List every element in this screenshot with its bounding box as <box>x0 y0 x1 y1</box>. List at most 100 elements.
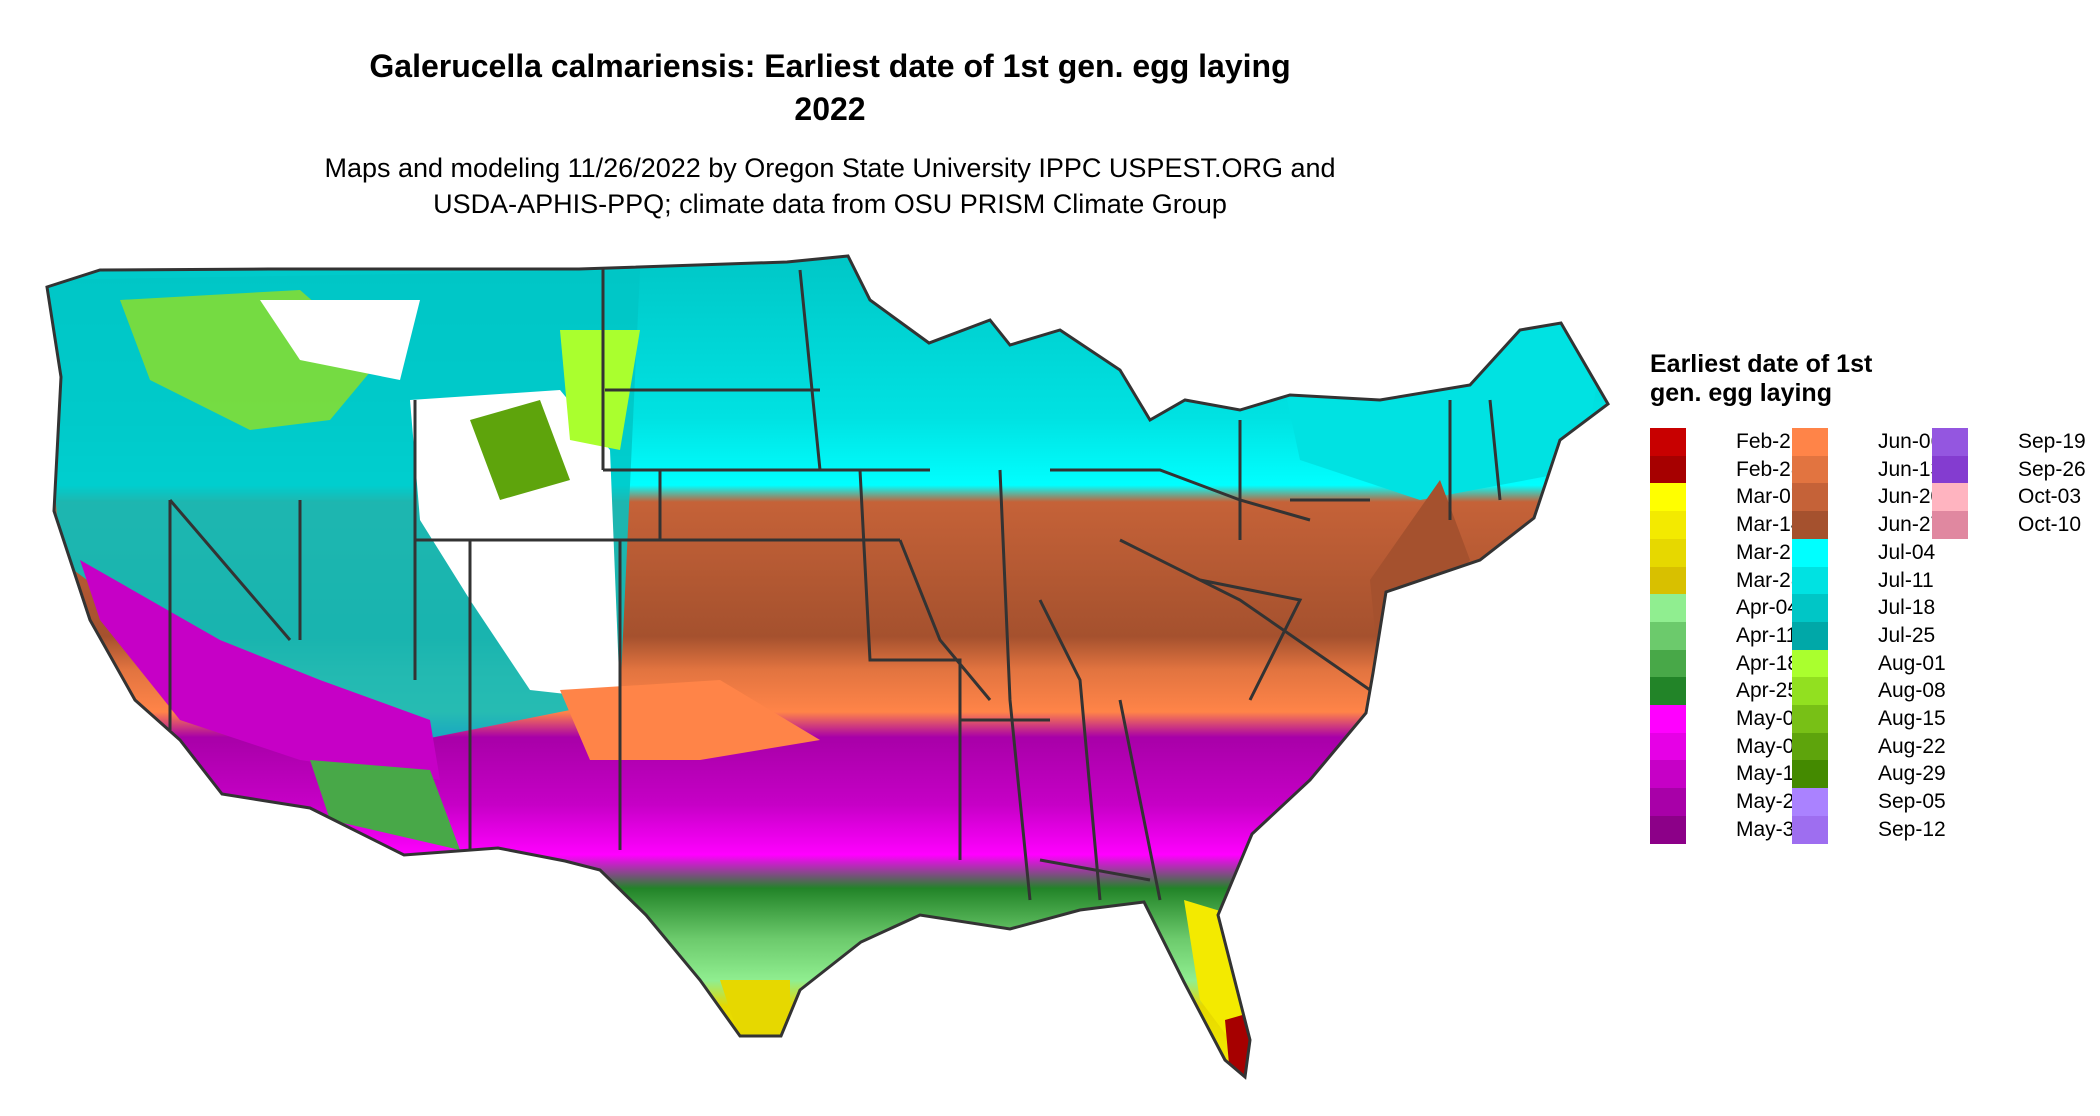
legend-label: Jun-27 <box>1878 513 1943 537</box>
map-subtitle: Maps and modeling 11/26/2022 by Oregon S… <box>0 150 1660 222</box>
legend-item: Sep-19 <box>1932 428 2086 456</box>
legend-swatch <box>1650 815 1686 844</box>
legend-label: Apr-04 <box>1736 596 1800 620</box>
legend-label: Jul-11 <box>1878 568 1934 592</box>
legend-label: Jun-13 <box>1878 457 1943 481</box>
legend-label: May-23 <box>1736 790 1807 814</box>
legend-swatch <box>1650 538 1686 567</box>
legend-swatch <box>1792 455 1828 484</box>
legend-label: Aug-15 <box>1878 707 1946 730</box>
legend-label: Aug-29 <box>1878 762 1946 786</box>
legend-label: Aug-01 <box>1878 651 1946 675</box>
subtitle-line-2: USDA-APHIS-PPQ; climate data from OSU PR… <box>433 189 1227 219</box>
legend-item: Jun-20 <box>1792 483 1943 512</box>
legend-label: Aug-08 <box>1878 679 1946 703</box>
legend-label: Aug-22 <box>1878 734 1946 758</box>
legend-swatch <box>1932 511 1968 540</box>
legend-label: Apr-18 <box>1736 651 1800 675</box>
legend-swatch <box>1792 621 1828 650</box>
legend-item: Jul-04 <box>1792 538 1936 567</box>
legend-swatch <box>1792 511 1828 540</box>
legend-label: Mar-28 <box>1736 568 1803 592</box>
us-map <box>45 254 1610 1079</box>
legend-item: May-09 <box>1650 732 1806 761</box>
legend-item: Aug-29 <box>1792 760 1946 789</box>
legend-label: Sep-12 <box>1878 817 1946 841</box>
legend-swatch <box>1792 649 1828 678</box>
legend-item: Jul-25 <box>1792 621 1935 650</box>
legend-swatch <box>1932 428 1968 456</box>
legend-swatch <box>1650 621 1686 650</box>
egg-laying-date-raster <box>47 256 1608 1077</box>
legend-swatch <box>1650 428 1686 456</box>
legend-label: Oct-03 <box>2018 485 2082 509</box>
legend-swatch <box>1650 594 1686 623</box>
legend-item: May-16 <box>1650 760 1807 789</box>
legend-swatch <box>1650 677 1686 706</box>
subtitle-line-1: Maps and modeling 11/26/2022 by Oregon S… <box>324 153 1336 183</box>
legend-swatch <box>1932 483 1968 512</box>
legend-label: Mar-07 <box>1736 485 1803 509</box>
legend-swatch <box>1792 566 1828 595</box>
legend-item: Jul-11 <box>1792 566 1934 595</box>
legend-swatch <box>1650 566 1686 595</box>
legend-label: May-02 <box>1736 707 1807 730</box>
legend-item: Mar-28 <box>1650 566 1803 595</box>
legend-swatch <box>1792 815 1828 844</box>
legend-item: Sep-05 <box>1792 788 1946 817</box>
legend-label: Jun-06 <box>1878 430 1943 453</box>
legend-title: Earliest date of 1st gen. egg laying <box>1650 350 1873 407</box>
legend-swatch <box>1650 483 1686 512</box>
legend-label: May-30 <box>1736 817 1807 841</box>
legend-item: May-23 <box>1650 788 1807 817</box>
legend-swatch <box>1792 788 1828 817</box>
legend-label: Apr-25 <box>1736 679 1800 703</box>
legend-label: Jul-18 <box>1878 596 1936 620</box>
legend-label: May-16 <box>1736 762 1807 786</box>
legend-item: Oct-10 <box>1932 511 2082 540</box>
legend-label: Jul-04 <box>1878 540 1936 564</box>
legend-item: Aug-15 <box>1792 705 1946 733</box>
title-line-2: 2022 <box>794 91 866 127</box>
legend-item: Jul-18 <box>1792 594 1936 623</box>
legend-item: Mar-07 <box>1650 483 1803 512</box>
legend-swatch <box>1650 649 1686 678</box>
legend-item: Aug-01 <box>1792 649 1946 678</box>
legend-label: Apr-11 <box>1736 623 1798 647</box>
legend-item: Aug-22 <box>1792 732 1946 761</box>
title-line-1: Galerucella calmariensis: Earliest date … <box>369 48 1291 84</box>
legend-swatch <box>1650 455 1686 484</box>
legend-swatch <box>1792 705 1828 733</box>
legend-swatch <box>1932 455 1968 484</box>
map-title: Galerucella calmariensis: Earliest date … <box>0 45 1660 131</box>
legend-item: Apr-04 <box>1650 594 1800 623</box>
legend-item: Jun-06 <box>1792 428 1942 456</box>
legend-item: Sep-26 <box>1932 455 2086 484</box>
state-boundaries <box>45 254 1610 1079</box>
legend-item: Jun-27 <box>1792 511 1943 540</box>
legend-swatch <box>1650 705 1686 733</box>
legend-swatch <box>1650 511 1686 540</box>
legend-label: Sep-19 <box>2018 430 2086 453</box>
legend-swatch <box>1650 760 1686 789</box>
legend-swatch <box>1792 677 1828 706</box>
legend-item: Apr-18 <box>1650 649 1800 678</box>
legend-swatch <box>1650 788 1686 817</box>
legend-item: Aug-08 <box>1792 677 1946 706</box>
legend-item: Apr-11 <box>1650 621 1798 650</box>
legend-swatch <box>1650 732 1686 761</box>
legend-item: Sep-12 <box>1792 815 1946 844</box>
legend-label: Oct-10 <box>2018 513 2082 537</box>
legend-item: Jun-13 <box>1792 455 1943 484</box>
legend-item: May-30 <box>1650 815 1807 844</box>
legend-label: Jun-20 <box>1878 485 1943 509</box>
legend-swatch <box>1792 594 1828 623</box>
legend-swatch <box>1792 538 1828 567</box>
legend-label: Mar-14 <box>1736 513 1803 537</box>
legend-label: Feb-28 <box>1736 457 1803 481</box>
legend-item: Oct-03 <box>1932 483 2082 512</box>
legend-item: Feb-21 <box>1650 428 1803 456</box>
legend-item: Mar-21 <box>1650 538 1803 567</box>
legend-item: Feb-28 <box>1650 455 1803 484</box>
legend-swatch <box>1792 428 1828 456</box>
